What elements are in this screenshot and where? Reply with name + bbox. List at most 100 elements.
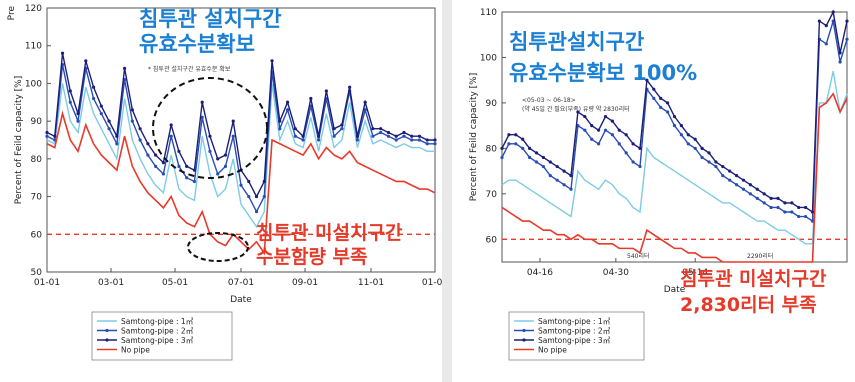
data-point xyxy=(824,24,828,28)
data-point xyxy=(169,123,173,127)
plot-frame xyxy=(501,11,848,263)
x-axis-label: Date xyxy=(230,295,252,305)
data-point xyxy=(278,127,282,131)
data-point xyxy=(672,124,677,128)
data-point xyxy=(721,174,725,178)
y-axis-label: Percent of Feild capacity [%] xyxy=(469,73,479,202)
data-point xyxy=(693,137,697,141)
data-point xyxy=(433,142,437,146)
data-point xyxy=(324,89,328,93)
data-point xyxy=(216,172,220,176)
data-point xyxy=(425,138,429,142)
legend-marker xyxy=(522,338,526,342)
annotation-blue-line2: 유효수분확보 xyxy=(139,32,255,56)
data-point xyxy=(417,134,422,138)
data-point xyxy=(555,178,559,182)
x-tick-label: 05-01 xyxy=(162,278,188,288)
x-tick-label: 05-14 xyxy=(682,268,708,278)
data-point xyxy=(348,85,352,89)
data-point xyxy=(301,138,305,142)
data-point xyxy=(84,59,88,63)
series-line-4 xyxy=(501,92,848,263)
data-point xyxy=(569,187,573,191)
series-line-1 xyxy=(501,70,848,245)
data-point xyxy=(541,164,545,169)
data-point xyxy=(208,134,212,138)
chart-left-panel: 50 60 70 80 90 100 110 120 01-01 03-01 05-01 07-01 0… xyxy=(0,0,442,382)
y-tick-label: 70 xyxy=(31,193,43,203)
data-point xyxy=(783,201,787,205)
data-point xyxy=(363,108,367,112)
data-point xyxy=(154,153,158,157)
data-point xyxy=(583,114,587,119)
y-tick-label: 80 xyxy=(31,155,43,165)
data-point xyxy=(115,134,119,138)
y-tick-label: 60 xyxy=(486,235,498,245)
annotation-red-line2: 수분함량 부족 xyxy=(256,246,368,268)
data-point xyxy=(617,128,621,132)
point-label-1: 540리터 xyxy=(627,252,650,260)
data-point xyxy=(631,160,635,164)
data-point xyxy=(107,127,111,131)
data-point xyxy=(845,37,849,41)
data-point xyxy=(804,205,808,210)
legend-label-2: Samtong-pipe : 2㎥ xyxy=(538,327,611,336)
legend-marker xyxy=(105,328,109,333)
data-point xyxy=(192,168,197,172)
corner-label: Pre xyxy=(7,6,17,21)
data-point xyxy=(146,142,150,146)
data-point xyxy=(371,134,375,138)
data-point xyxy=(386,134,391,138)
data-point xyxy=(810,219,815,223)
y-tick-label: 50 xyxy=(31,268,43,278)
data-point xyxy=(379,130,383,135)
annotation-small-note-1: <05-03 ~ 06-18> xyxy=(522,97,576,104)
data-point xyxy=(417,138,422,142)
annotation-small-note: * 침투관 설치구간 유효수분 확보 xyxy=(148,65,231,73)
y-tick-label: 100 xyxy=(480,53,497,63)
data-point xyxy=(603,114,608,119)
data-point xyxy=(200,115,204,119)
chart-right-panel: 60 70 80 90 100 110 04-16 04-30 05-14 Date Percent… xyxy=(452,0,855,382)
data-point xyxy=(576,110,580,114)
legend-label-3: Samtong-pipe : 3㎥ xyxy=(121,336,194,345)
data-point xyxy=(652,96,656,100)
data-point xyxy=(200,100,204,104)
data-point xyxy=(161,161,165,165)
data-point xyxy=(91,96,96,101)
annotation-small-note-2: (약 45일 간 필요(부족) 유량 약 2830리터 xyxy=(522,105,630,113)
data-point xyxy=(507,142,511,146)
data-point xyxy=(68,100,72,104)
data-point xyxy=(123,66,127,70)
annotation-red-line1: 침투관 미설치구간 xyxy=(680,268,827,290)
data-point xyxy=(790,210,794,214)
legend-label-3: Samtong-pipe : 3㎥ xyxy=(538,336,611,345)
y-tick-label: 90 xyxy=(31,117,43,127)
data-point xyxy=(838,51,842,55)
data-point xyxy=(60,51,65,55)
data-point xyxy=(707,160,711,164)
data-point xyxy=(597,142,601,146)
data-point xyxy=(562,183,566,187)
data-point xyxy=(521,146,525,150)
data-point xyxy=(177,164,181,168)
legend-label-1: Samtong-pipe : 1㎥ xyxy=(121,317,194,326)
data-point xyxy=(293,134,297,138)
data-point xyxy=(590,137,594,141)
legend-marker xyxy=(522,328,526,333)
data-point xyxy=(666,110,670,114)
data-point xyxy=(107,119,111,123)
y-tick-label: 120 xyxy=(25,4,42,14)
data-point xyxy=(309,96,313,101)
x-tick-label: 04-16 xyxy=(527,268,553,278)
data-point xyxy=(693,146,697,150)
data-point xyxy=(728,178,732,182)
data-point xyxy=(631,142,635,146)
data-point xyxy=(831,10,835,14)
data-point xyxy=(379,127,383,131)
data-point xyxy=(790,201,794,205)
data-point xyxy=(130,108,134,112)
annotation-red-line2: 2,830리터 부족 xyxy=(680,294,817,316)
data-point xyxy=(355,134,359,138)
data-point xyxy=(317,138,321,142)
